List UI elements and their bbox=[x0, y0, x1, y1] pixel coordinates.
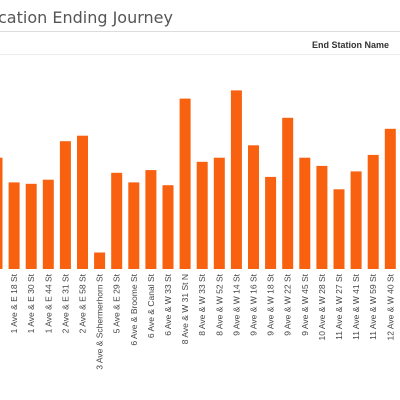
bar[interactable] bbox=[265, 176, 277, 269]
bar[interactable] bbox=[350, 171, 362, 269]
bar[interactable] bbox=[128, 182, 140, 269]
x-tick-label: 9 Ave & W 18 St bbox=[266, 273, 276, 335]
x-tick-label: 9 Ave & W 16 St bbox=[249, 273, 259, 335]
x-tick-label: 2 Ave & E 31 St bbox=[60, 273, 70, 333]
header-divider bbox=[0, 54, 400, 55]
bar[interactable] bbox=[196, 161, 208, 269]
x-tick-label: 8 Ave & W 33 St bbox=[197, 273, 207, 335]
x-tick-label: 5 Ave & E 29 St bbox=[112, 273, 122, 333]
x-tick-label: 3 Ave & Schermerhorn St bbox=[95, 273, 105, 369]
tick-label-group: 1 Ave & E 18 St 1 Ave & E 18 St 1 Ave & E … bbox=[0, 273, 395, 369]
bar[interactable] bbox=[248, 145, 259, 269]
x-tick-label: 1 Ave & E 30 St bbox=[26, 273, 36, 333]
bar[interactable] bbox=[333, 189, 345, 269]
x-tick-label: 9 Ave & W 22 St bbox=[283, 273, 293, 335]
bar[interactable] bbox=[179, 98, 191, 269]
x-tick-label: 8 Ave & W 52 St bbox=[214, 273, 224, 335]
bar[interactable] bbox=[77, 135, 88, 269]
chart-title: cation Ending Journey bbox=[0, 8, 173, 27]
title-divider bbox=[0, 31, 400, 32]
bar[interactable] bbox=[111, 172, 123, 269]
x-tick-label: 11 Ave & W 27 St bbox=[334, 273, 344, 339]
x-tick-label: 1 Ave & E 44 St bbox=[43, 273, 53, 333]
x-tick-label: 11 Ave & W 41 St bbox=[351, 273, 361, 339]
bar-group bbox=[0, 90, 396, 270]
bar[interactable] bbox=[94, 252, 106, 270]
bar[interactable] bbox=[42, 179, 54, 269]
x-tick-label: 1 Ave & E 18 St bbox=[9, 273, 19, 333]
x-tick-label: 6 Ave & W 33 St bbox=[163, 273, 173, 335]
x-tick-label: 11 Ave & W 59 St bbox=[368, 273, 378, 339]
x-tick-label: 1 Ave & E 18 St bbox=[0, 273, 2, 333]
bar[interactable] bbox=[59, 141, 71, 269]
bar[interactable] bbox=[8, 182, 20, 269]
bar[interactable] bbox=[230, 90, 242, 270]
x-tick-label: 9 Ave & W 14 St bbox=[231, 273, 241, 335]
x-tick-label: 12 Ave & W 40 St bbox=[385, 273, 395, 340]
bar[interactable] bbox=[367, 154, 379, 269]
column-header-label[interactable]: End Station Name bbox=[312, 40, 390, 50]
x-tick-label: 8 Ave & W 31 St N bbox=[180, 274, 190, 344]
bar[interactable] bbox=[316, 165, 328, 269]
x-tick-label: 9 Ave & W 45 St bbox=[300, 273, 310, 335]
x-tick-label: 2 Ave & E 58 St bbox=[78, 273, 88, 333]
bar[interactable] bbox=[384, 128, 396, 269]
bar[interactable] bbox=[282, 117, 294, 269]
bar[interactable] bbox=[25, 183, 37, 269]
bar[interactable] bbox=[213, 157, 225, 269]
bar[interactable] bbox=[162, 185, 174, 269]
x-tick-label: 6 Ave & Canal St bbox=[146, 273, 156, 338]
bar[interactable] bbox=[0, 157, 3, 269]
x-tick-label: 6 Ave & Broome St bbox=[129, 273, 139, 345]
bar[interactable] bbox=[299, 157, 311, 269]
x-tick-label: 10 Ave & W 28 St bbox=[317, 273, 327, 340]
bar[interactable] bbox=[145, 170, 157, 269]
